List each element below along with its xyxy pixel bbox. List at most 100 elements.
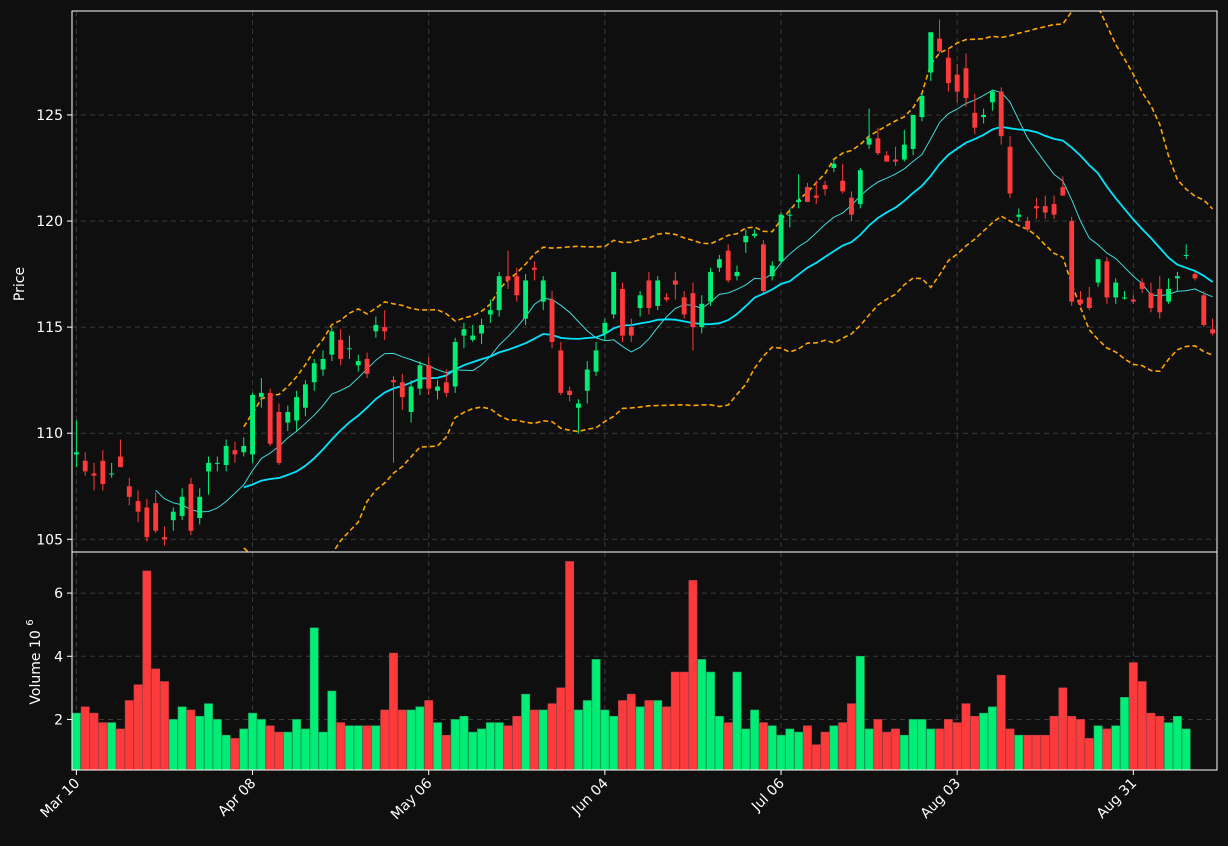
candle-body (232, 450, 238, 455)
volume-bar (133, 684, 143, 770)
volume-bar (829, 725, 839, 770)
candle-body (576, 403, 581, 408)
price-panel: 105 110 115 120 125 Price (12, 10, 1218, 553)
volume-axis-label: Volume 10 6 (25, 619, 44, 704)
candle-body (294, 397, 300, 421)
volume-bar (1155, 715, 1165, 770)
volume-bar (679, 671, 689, 770)
volume-axis-label-base: 10 (28, 630, 44, 648)
candle-body (602, 322, 608, 334)
candle-body (708, 271, 713, 302)
candle-body (734, 271, 740, 277)
volume-bar (855, 655, 865, 770)
volume-bar (424, 700, 434, 770)
candle-body (822, 184, 828, 190)
volume-bar (908, 719, 918, 770)
candle-body (206, 462, 211, 472)
volume-bar (256, 719, 266, 770)
volume-bar (1093, 725, 1103, 770)
volume-bar (547, 703, 557, 770)
volume-bar (670, 671, 680, 770)
candle-body (884, 155, 890, 162)
volume-bar (626, 693, 636, 770)
volume-bar (72, 712, 81, 770)
candle-body (919, 95, 925, 118)
candle-body (470, 335, 476, 340)
candle-body (443, 382, 449, 393)
candle-body (118, 456, 123, 468)
candle-body (1060, 187, 1066, 196)
volume-bar (635, 706, 645, 770)
candle-body (558, 350, 564, 393)
volume-bar (300, 728, 310, 770)
volume-bar (406, 709, 416, 770)
candle-body (893, 159, 898, 162)
candle-body (1051, 204, 1057, 215)
candle-body (611, 271, 617, 315)
candle-body (1078, 299, 1083, 304)
candle-body (144, 507, 150, 538)
volume-bar (811, 744, 821, 770)
candle-body (584, 369, 590, 391)
candle-body (593, 350, 599, 372)
volume-bar (151, 668, 161, 770)
volume-bar (847, 703, 856, 770)
candle-body (285, 411, 291, 423)
candle-body (1069, 221, 1075, 302)
volume-bar (1005, 728, 1015, 770)
price-y-axis: 105 110 115 120 125 (36, 108, 72, 548)
volume-bar (433, 722, 442, 770)
candle-body (241, 445, 247, 453)
volume-bar (116, 728, 125, 770)
volume-bar (706, 671, 715, 770)
volume-bar (89, 712, 99, 770)
candle-body (1192, 274, 1198, 279)
candle-body (170, 511, 176, 521)
candle-body (1201, 295, 1207, 325)
price-tick-label: 120 (36, 214, 63, 230)
price-tick-label: 110 (36, 426, 63, 442)
volume-bar (177, 706, 187, 770)
volume-axis-label-power: 6 (25, 619, 36, 625)
volume-bar (494, 722, 504, 770)
volume-bar (556, 687, 566, 770)
candle-body (153, 503, 159, 531)
candle-body (258, 392, 264, 398)
volume-bar (160, 681, 169, 770)
volume-bar (1102, 728, 1112, 770)
volume-bar (882, 731, 892, 770)
candle-body (831, 163, 837, 168)
candle-body (523, 280, 529, 319)
candle-body (355, 361, 361, 366)
volume-bar (477, 728, 486, 770)
candle-body (963, 68, 969, 98)
volume-bar (292, 719, 302, 770)
volume-bar (1181, 728, 1191, 770)
volume-bar (1111, 725, 1121, 770)
candle-body (479, 324, 484, 334)
volume-bar (714, 715, 724, 770)
volume-bar (609, 715, 619, 770)
volume-bar (899, 734, 909, 770)
candle-body (135, 501, 141, 512)
candle-body (752, 233, 758, 236)
volume-bar (274, 731, 284, 770)
candle-body (637, 295, 643, 309)
volume-bar (107, 722, 117, 770)
volume-bar (80, 706, 90, 770)
candle-body (787, 214, 793, 216)
candle-body (531, 267, 537, 270)
bollinger-lower-line (243, 215, 1213, 552)
candle-body (1122, 297, 1127, 299)
volume-bar (538, 709, 548, 770)
candle-body (769, 265, 775, 277)
volume-bar (653, 700, 663, 770)
volume-bar (362, 725, 372, 770)
candle-body (875, 138, 881, 154)
volume-bar (1172, 715, 1182, 770)
candle-body (725, 250, 731, 281)
volume-bar (1014, 734, 1024, 770)
candle-body (1007, 146, 1013, 194)
